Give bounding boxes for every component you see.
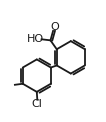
Text: HO: HO	[27, 34, 44, 44]
Text: O: O	[51, 22, 59, 32]
Text: Cl: Cl	[32, 99, 43, 109]
